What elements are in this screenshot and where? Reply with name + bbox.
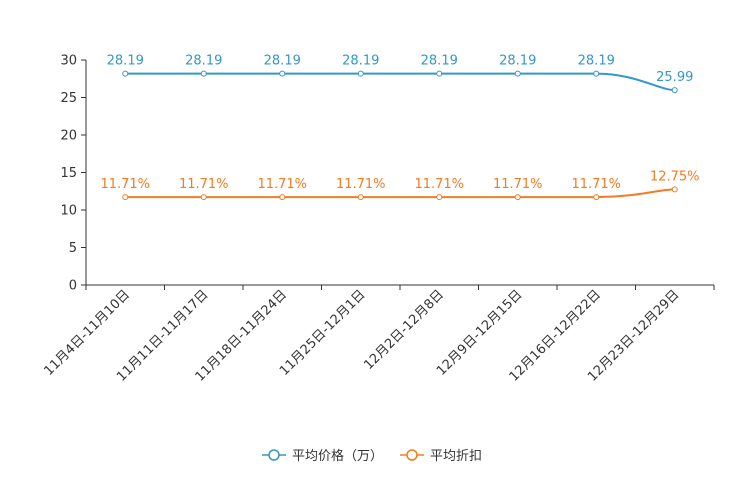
series-line — [125, 188, 675, 199]
data-label: 28.19 — [421, 54, 458, 69]
data-label: 25.99 — [656, 70, 693, 85]
axes: 05101520253011月4日-11月10日11月11日-11月17日11月… — [41, 54, 715, 385]
data-point — [357, 194, 364, 201]
data-label: 28.19 — [499, 54, 536, 69]
legend: 平均价格（万） 平均折扣 — [262, 448, 482, 464]
y-tick-label: 0 — [69, 279, 77, 294]
data-label: 11.71% — [336, 177, 386, 192]
y-tick-label: 30 — [60, 54, 77, 69]
data-label: 11.71% — [179, 177, 229, 192]
x-tick-label: 12月9日-12月15日 — [434, 287, 526, 379]
data-point — [200, 194, 207, 201]
legend-item-1[interactable]: 平均价格（万） — [262, 448, 383, 464]
series-1: 28.19 28.19 28.19 28.19 28.19 28.19 28.19 25.99 — [107, 54, 693, 94]
series-2: 11.71% 11.71% 11.71% 11.71% 11.71% 11.71% 11.7… — [100, 169, 700, 201]
x-tick-label: 11月25日-12月1日 — [277, 287, 369, 379]
data-point — [279, 194, 286, 201]
data-point — [671, 87, 678, 94]
y-tick-label: 25 — [60, 91, 77, 106]
series-line — [125, 72, 675, 92]
data-point — [357, 70, 364, 77]
legend-marker — [268, 449, 280, 461]
y-tick-label: 15 — [60, 166, 77, 181]
data-label: 28.19 — [185, 54, 222, 69]
data-point — [436, 70, 443, 77]
data-point — [200, 70, 207, 77]
series-layer: 28.19 28.19 28.19 28.19 28.19 28.19 28.19 25.99… — [100, 54, 700, 201]
data-point — [671, 186, 678, 193]
data-point — [514, 70, 521, 77]
data-label: 11.71% — [414, 177, 464, 192]
data-label: 28.19 — [264, 54, 301, 69]
data-point — [593, 70, 600, 77]
y-tick-label: 20 — [60, 129, 77, 144]
data-label: 28.19 — [342, 54, 379, 69]
legend-label: 平均价格（万） — [292, 448, 383, 464]
data-point — [122, 194, 129, 201]
data-point — [593, 194, 600, 201]
data-point — [514, 194, 521, 201]
legend-label: 平均折扣 — [430, 449, 482, 464]
data-label: 28.19 — [107, 54, 144, 69]
data-label: 11.71% — [493, 177, 543, 192]
data-label: 12.75% — [650, 169, 700, 184]
x-tick-label: 12月2日-12月8日 — [361, 287, 447, 373]
data-point — [436, 194, 443, 201]
legend-marker — [406, 449, 418, 461]
data-label: 28.19 — [578, 54, 615, 69]
data-label: 11.71% — [571, 177, 621, 192]
data-label: 11.71% — [100, 177, 150, 192]
y-tick-label: 5 — [69, 241, 77, 256]
data-label: 11.71% — [257, 177, 307, 192]
data-point — [122, 70, 129, 77]
y-tick-label: 10 — [60, 204, 77, 219]
x-tick-label: 11月4日-11月10日 — [41, 287, 133, 379]
legend-item-2[interactable]: 平均折扣 — [400, 449, 482, 464]
data-point — [279, 70, 286, 77]
